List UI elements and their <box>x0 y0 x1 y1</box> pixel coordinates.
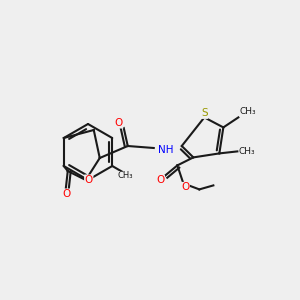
Text: O: O <box>85 175 93 185</box>
Text: O: O <box>63 189 71 199</box>
Text: O: O <box>156 176 164 185</box>
Text: CH₃: CH₃ <box>239 107 256 116</box>
Text: S: S <box>201 108 208 118</box>
Text: NH: NH <box>158 145 173 155</box>
Text: O: O <box>115 118 123 128</box>
Text: O: O <box>181 182 190 192</box>
Text: CH₃: CH₃ <box>117 172 133 181</box>
Text: CH₃: CH₃ <box>238 147 255 156</box>
